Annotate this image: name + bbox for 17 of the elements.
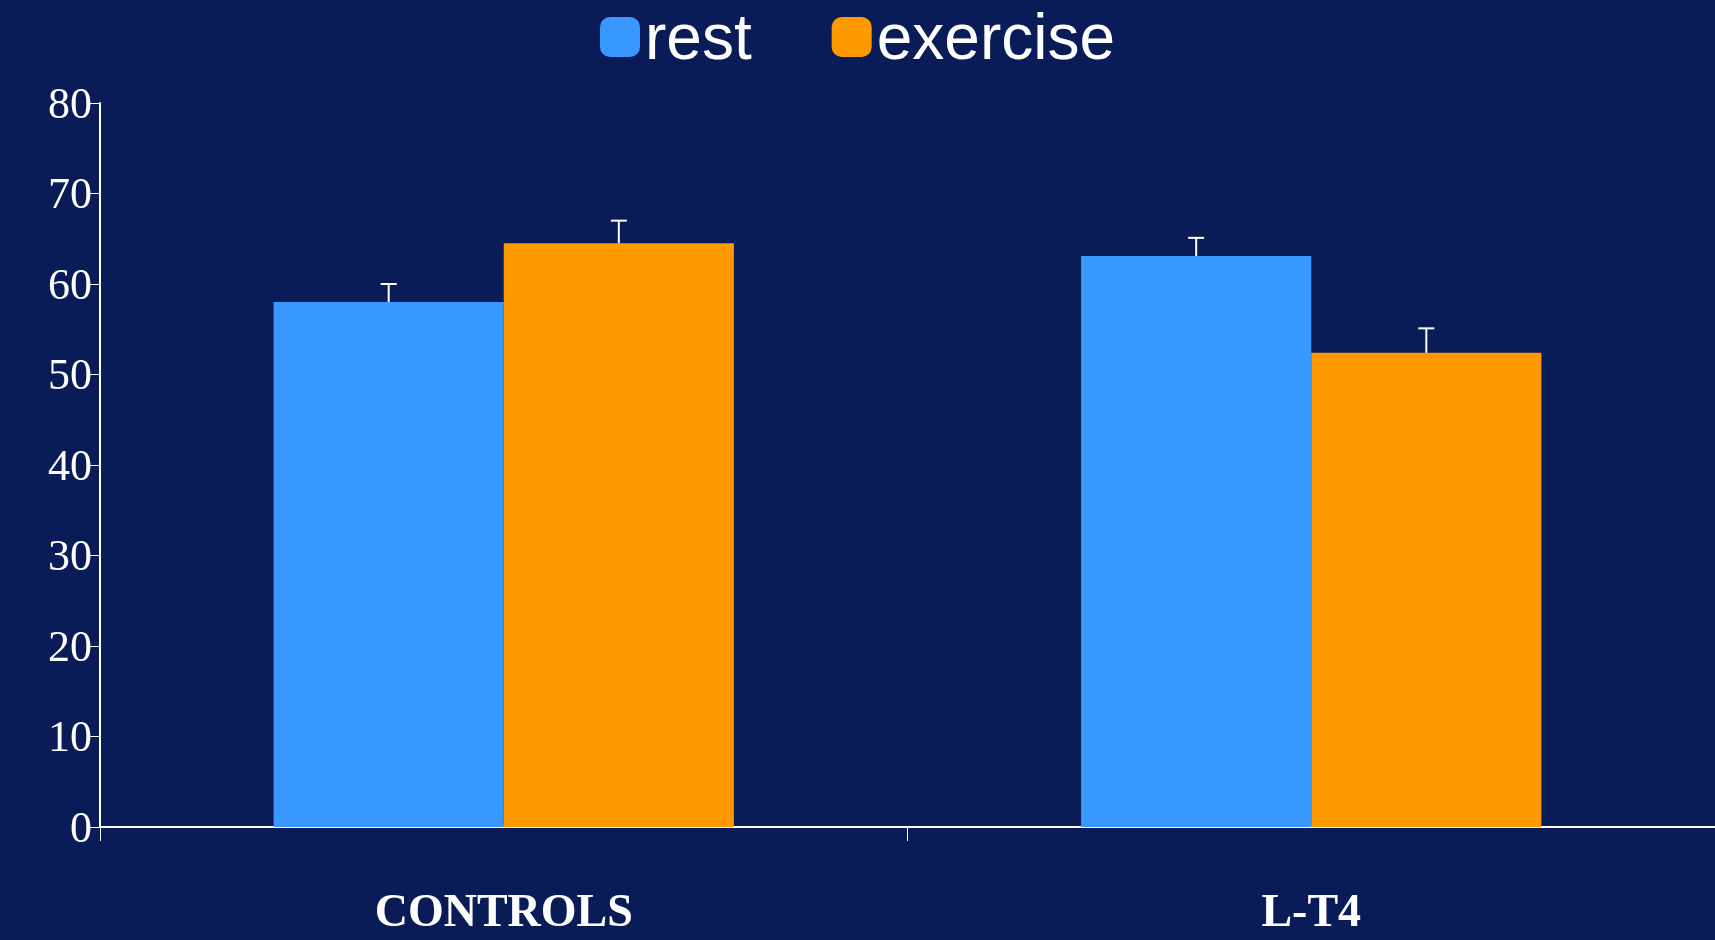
y-tick-label: 80 bbox=[48, 78, 92, 128]
y-tick-label: 0 bbox=[70, 802, 92, 852]
x-tick-label: L-T4 bbox=[1261, 884, 1362, 936]
y-tick-label: 20 bbox=[48, 621, 92, 671]
y-tick-label: 10 bbox=[48, 712, 92, 761]
legend-label: exercise bbox=[876, 1, 1115, 73]
y-tick-label: 40 bbox=[48, 440, 92, 490]
y-tick-label: 30 bbox=[48, 531, 92, 580]
y-tick-label: 50 bbox=[48, 350, 92, 399]
legend-label: rest bbox=[645, 1, 752, 73]
bar bbox=[273, 302, 504, 827]
bar bbox=[503, 243, 734, 827]
x-tick-label: CONTROLS bbox=[374, 884, 633, 936]
y-tick-label: 70 bbox=[48, 169, 92, 218]
y-tick-label: 60 bbox=[48, 259, 92, 309]
bar bbox=[1081, 255, 1312, 827]
bar bbox=[1311, 352, 1542, 827]
